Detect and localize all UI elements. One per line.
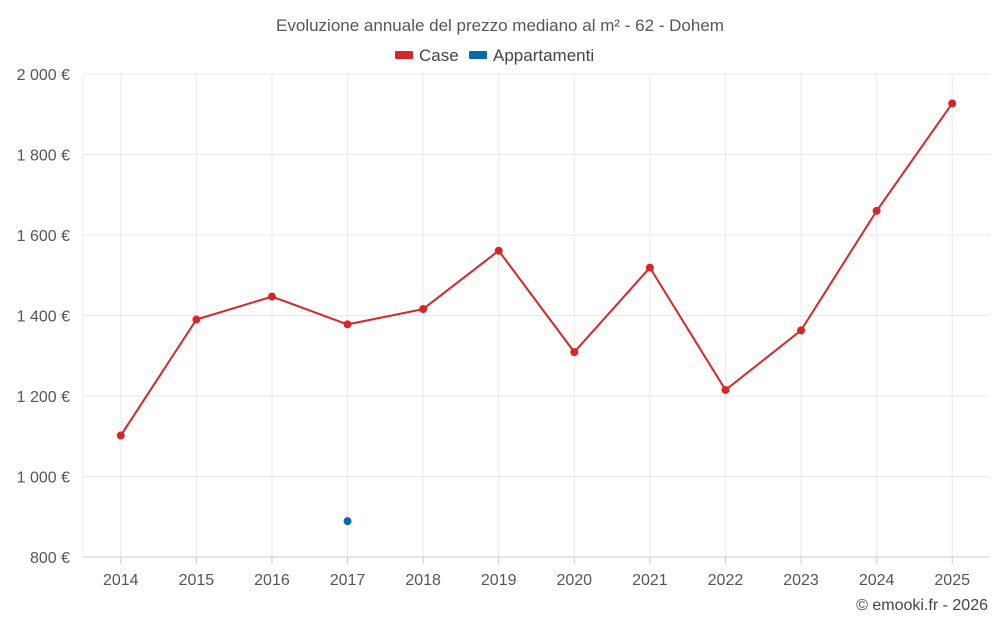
data-point-case[interactable]: [872, 206, 881, 215]
legend-swatch-appartamenti: [469, 51, 487, 59]
data-point-case[interactable]: [494, 246, 503, 255]
x-tick-label: 2017: [330, 572, 366, 589]
data-point-case[interactable]: [343, 320, 352, 329]
legend-label-appartamenti: Appartamenti: [493, 46, 594, 65]
x-tick-label: 2015: [179, 572, 215, 589]
data-point-case[interactable]: [948, 99, 957, 108]
credit-text: © emooki.fr - 2026: [856, 597, 988, 614]
series-line-case: [119, 102, 954, 436]
data-point-case[interactable]: [645, 263, 654, 272]
legend-item-case[interactable]: Case: [395, 46, 459, 65]
x-tick-label: 2023: [783, 572, 819, 589]
legend-item-appartamenti[interactable]: Appartamenti: [469, 46, 594, 65]
y-tick-label: 1 400 €: [17, 309, 70, 326]
legend: Case Appartamenti: [395, 46, 594, 65]
y-axis: 800 € 1 000 € 1 200 € 1 400 € 1 600 € 1 800 €…: [17, 67, 84, 567]
y-tick-label: 1 000 €: [17, 470, 70, 487]
y-tick-label: 1 600 €: [17, 228, 70, 245]
x-tick-label: 2020: [556, 572, 592, 589]
data-point-case[interactable]: [419, 305, 428, 314]
x-tick-label: 2014: [103, 572, 139, 589]
data-point-case[interactable]: [797, 326, 806, 335]
y-tick-label: 800 €: [30, 550, 70, 567]
x-tick-label: 2019: [481, 572, 517, 589]
x-tick-label: 2021: [632, 572, 668, 589]
data-point-case[interactable]: [116, 431, 125, 440]
x-tick-label: 2016: [254, 572, 290, 589]
x-tick-label: 2018: [405, 572, 441, 589]
x-tick-label: 2025: [934, 572, 970, 589]
x-tick-label: 2024: [859, 572, 895, 589]
y-tick-label: 1 200 €: [17, 389, 70, 406]
x-axis: 2014 2015 2016 2017 2018 2019 2020 2021 2022 2023…: [83, 556, 990, 589]
data-point-case[interactable]: [267, 292, 276, 301]
legend-swatch-case: [395, 51, 413, 59]
y-tick-label: 2 000 €: [17, 67, 70, 84]
legend-label-case: Case: [419, 46, 459, 65]
data-point-case[interactable]: [192, 315, 201, 324]
plot-area: [116, 99, 957, 526]
data-point-case[interactable]: [721, 385, 730, 394]
data-point-appartamenti[interactable]: [343, 517, 352, 526]
chart-title: Evoluzione annuale del prezzo mediano al…: [276, 16, 724, 35]
x-tick-label: 2022: [708, 572, 744, 589]
y-tick-label: 1 800 €: [17, 148, 70, 165]
grid: [83, 73, 990, 558]
data-point-case[interactable]: [570, 348, 579, 357]
